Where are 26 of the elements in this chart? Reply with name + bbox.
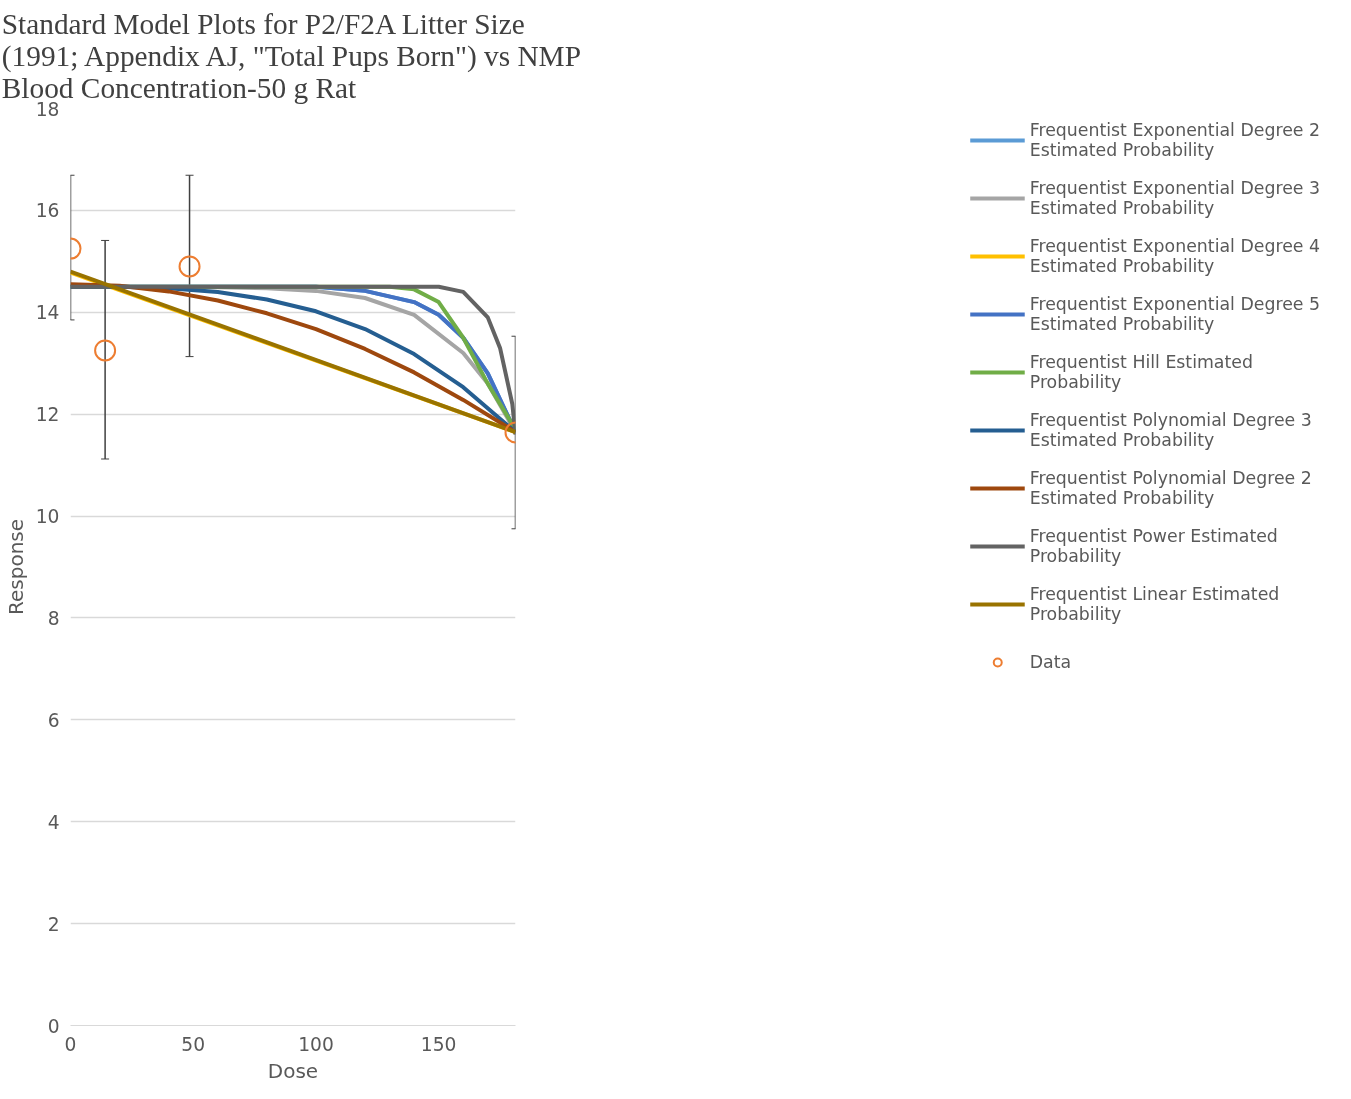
legend-label: Frequentist Hill Estimated Probability — [1029, 351, 1253, 394]
x-tick-label: 0 — [64, 1033, 77, 1055]
legend-label: Frequentist Exponential Degree 4 Estimated Probability — [1029, 235, 1320, 278]
y-tick-label: 14 — [35, 302, 60, 324]
legend-label: Frequentist Exponential Degree 2 Estimated Probability — [1029, 119, 1320, 162]
y-tick-label: 16 — [35, 200, 60, 222]
legend-label: Frequentist Polynomial Degree 3 Estimated Probability — [1029, 409, 1312, 452]
y-tick-label: 2 — [47, 913, 60, 935]
x-axis-title: Dose — [267, 1058, 319, 1083]
legend-label: Frequentist Exponential Degree 5 Estimated Probability — [1029, 293, 1320, 336]
y-tick-label: 8 — [47, 607, 60, 629]
x-tick-label: 150 — [420, 1033, 457, 1055]
y-tick-label: 6 — [47, 709, 60, 731]
legend-label: Frequentist Linear Estimated Probability — [1029, 583, 1280, 626]
y-tick-label: 18 — [35, 98, 60, 120]
x-tick-label: 50 — [181, 1033, 206, 1055]
legend-label: Data — [1029, 651, 1072, 674]
y-axis-title: Response — [3, 518, 28, 616]
legend-label: Frequentist Polynomial Degree 2 Estimated Probability — [1029, 467, 1312, 510]
y-tick-label: 0 — [47, 1015, 60, 1037]
y-tick-label: 4 — [47, 811, 60, 833]
y-tick-label: 10 — [35, 506, 60, 528]
x-tick-label: 100 — [298, 1033, 334, 1055]
y-tick-label: 12 — [35, 404, 60, 426]
legend-label: Frequentist Exponential Degree 3 Estimated Probability — [1029, 177, 1320, 220]
legend-label: Frequentist Power Estimated Probability — [1029, 525, 1278, 568]
